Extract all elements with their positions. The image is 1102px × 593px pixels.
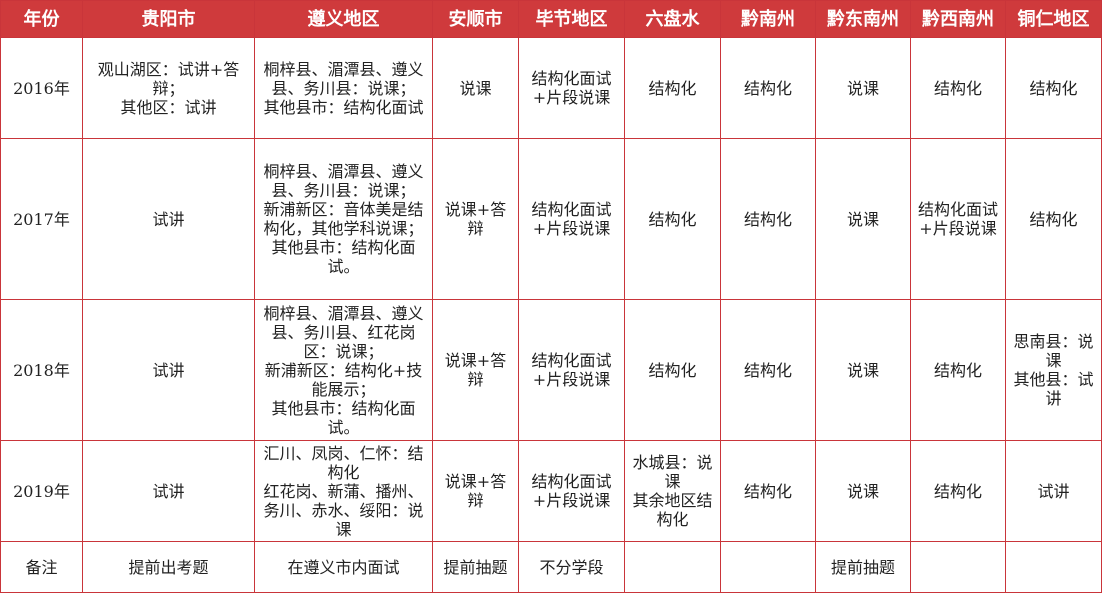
cell-qiandongnan: 说课 <box>815 138 911 300</box>
cell-guiyang: 试讲 <box>82 299 255 441</box>
cell-anshun: 说课 <box>432 37 519 139</box>
cell-qianxinan: 结构化 <box>910 299 1006 441</box>
cell-qiannan <box>720 541 816 593</box>
cell-tongren: 结构化 <box>1005 138 1102 300</box>
cell-zunyi: 在遵义市内面试 <box>254 541 433 593</box>
cell-qianxinan <box>910 541 1006 593</box>
cell-qianxinan: 结构化 <box>910 440 1006 542</box>
cell-liupanshui: 结构化 <box>624 138 721 300</box>
cell-qiandongnan: 说课 <box>815 440 911 542</box>
cell-bijie: 结构化面试 +片段说课 <box>518 440 625 542</box>
cell-qiannan: 结构化 <box>720 299 816 441</box>
cell-liupanshui: 结构化 <box>624 37 721 139</box>
column-header-tongren: 铜仁地区 <box>1005 0 1102 38</box>
cell-anshun: 说课+答辩 <box>432 440 519 542</box>
cell-zunyi: 桐梓县、湄潭县、遵义县、务川县：说课； 新浦新区：音体美是结构化，其他学科说课；… <box>254 138 433 300</box>
column-header-qiannan: 黔南州 <box>720 0 816 38</box>
cell-tongren: 结构化 <box>1005 37 1102 139</box>
cell-tongren: 试讲 <box>1005 440 1102 542</box>
cell-qiannan: 结构化 <box>720 138 816 300</box>
cell-guiyang: 观山湖区：试讲+答辩； 其他区：试讲 <box>82 37 255 139</box>
column-header-qiandongnan: 黔东南州 <box>815 0 911 38</box>
cell-qiannan: 结构化 <box>720 440 816 542</box>
cell-qiandongnan: 提前抽题 <box>815 541 911 593</box>
column-header-liupanshui: 六盘水 <box>624 0 721 38</box>
cell-tongren <box>1005 541 1102 593</box>
cell-anshun: 说课+答辩 <box>432 299 519 441</box>
cell-bijie: 结构化面试 +片段说课 <box>518 299 625 441</box>
table-row: 备注 提前出考题 在遵义市内面试 提前抽题 不分学段 提前抽题 <box>0 541 1102 593</box>
cell-liupanshui: 结构化 <box>624 299 721 441</box>
row-label: 2016年 <box>0 37 83 139</box>
column-header-qianxinan: 黔西南州 <box>910 0 1006 38</box>
column-header-bijie: 毕节地区 <box>518 0 625 38</box>
table-row: 2018年 试讲 桐梓县、湄潭县、遵义县、务川县、红花岗区：说课； 新浦新区：结构化… <box>0 299 1102 441</box>
cell-qiandongnan: 说课 <box>815 37 911 139</box>
cell-guiyang: 提前出考题 <box>82 541 255 593</box>
header-row: 年份 贵阳市 遵义地区 安顺市 毕节地区 六盘水 黔南州 黔东南州 黔西南州 铜仁地区 <box>0 0 1102 38</box>
column-header-year: 年份 <box>0 0 83 38</box>
row-label: 2017年 <box>0 138 83 300</box>
cell-bijie: 结构化面试 +片段说课 <box>518 138 625 300</box>
cell-anshun: 提前抽题 <box>432 541 519 593</box>
cell-anshun: 说课+答辩 <box>432 138 519 300</box>
cell-qiannan: 结构化 <box>720 37 816 139</box>
table-row: 2019年 试讲 汇川、凤岗、仁怀：结构化 红花岗、新蒲、播州、务川、赤水、绥阳：说… <box>0 440 1102 542</box>
cell-zunyi: 桐梓县、湄潭县、遵义县、务川县、红花岗区：说课； 新浦新区：结构化+技能展示； … <box>254 299 433 441</box>
column-header-zunyi: 遵义地区 <box>254 0 433 38</box>
column-header-guiyang: 贵阳市 <box>82 0 255 38</box>
table-row: 2017年 试讲 桐梓县、湄潭县、遵义县、务川县：说课； 新浦新区：音体美是结构化，… <box>0 138 1102 300</box>
row-label: 2019年 <box>0 440 83 542</box>
cell-liupanshui <box>624 541 721 593</box>
cell-guiyang: 试讲 <box>82 440 255 542</box>
cell-tongren: 思南县：说课 其他县：试讲 <box>1005 299 1102 441</box>
row-label: 备注 <box>0 541 83 593</box>
cell-bijie: 结构化面试 +片段说课 <box>518 37 625 139</box>
cell-liupanshui: 水城县：说课 其余地区结构化 <box>624 440 721 542</box>
cell-qianxinan: 结构化面试 +片段说课 <box>910 138 1006 300</box>
cell-qiandongnan: 说课 <box>815 299 911 441</box>
table-row: 2016年 观山湖区：试讲+答辩； 其他区：试讲 桐梓县、湄潭县、遵义县、务川县：说… <box>0 37 1102 139</box>
cell-qianxinan: 结构化 <box>910 37 1006 139</box>
cell-zunyi: 桐梓县、湄潭县、遵义县、务川县：说课； 其他县市：结构化面试 <box>254 37 433 139</box>
cell-guiyang: 试讲 <box>82 138 255 300</box>
column-header-anshun: 安顺市 <box>432 0 519 38</box>
cell-bijie: 不分学段 <box>518 541 625 593</box>
row-label: 2018年 <box>0 299 83 441</box>
cell-zunyi: 汇川、凤岗、仁怀：结构化 红花岗、新蒲、播州、务川、赤水、绥阳：说课 <box>254 440 433 542</box>
